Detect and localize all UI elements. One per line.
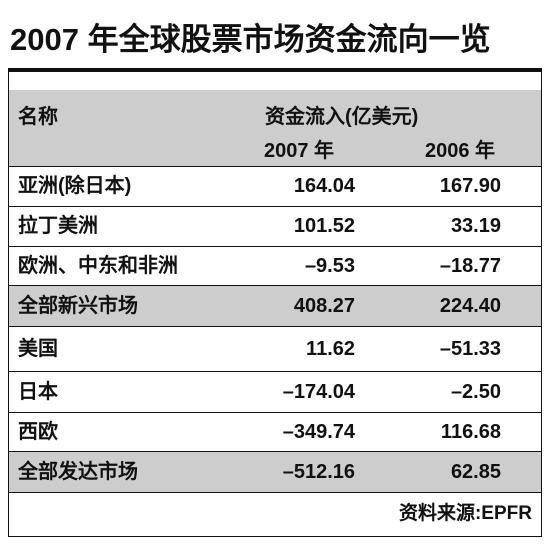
row-value: –2.50 xyxy=(450,381,501,403)
header-group: 资金流入(亿美元) xyxy=(265,106,419,128)
table-row: 全部新兴市场 408.27 224.40 xyxy=(9,286,541,327)
row-name: 日本 xyxy=(18,381,58,403)
row-name: 美国 xyxy=(18,338,58,360)
row-value: 101.52 xyxy=(293,215,355,237)
title-rule xyxy=(8,68,542,72)
header-name: 名称 xyxy=(18,106,58,128)
row-name: 欧洲、中东和非洲 xyxy=(18,255,178,277)
row-name: 全部新兴市场 xyxy=(18,295,138,317)
row-value: –18.77 xyxy=(439,255,501,277)
row-value: 224.40 xyxy=(439,295,501,317)
table-row: 西欧 –349.74 116.68 xyxy=(9,413,541,452)
table-frame xyxy=(8,72,542,537)
row-value: 33.19 xyxy=(450,215,501,237)
title: 2007 年全球股票市场资金流向一览 xyxy=(10,22,491,57)
table-row: 拉丁美洲 101.52 33.19 xyxy=(9,207,541,247)
row-value: 164.04 xyxy=(293,175,355,197)
table-row: 日本 –174.04 –2.50 xyxy=(9,372,541,413)
row-name: 全部发达市场 xyxy=(18,461,138,483)
row-value: –512.16 xyxy=(282,461,355,483)
row-value: 167.90 xyxy=(439,175,501,197)
table-row: 欧洲、中东和非洲 –9.53 –18.77 xyxy=(9,247,541,286)
row-value: 62.85 xyxy=(450,461,501,483)
row-value: –349.74 xyxy=(282,421,355,443)
row-value: –9.53 xyxy=(304,255,355,277)
header-year: 2007 年 xyxy=(264,140,335,162)
row-name: 亚洲(除日本) xyxy=(18,175,132,197)
row-name: 西欧 xyxy=(18,421,58,443)
row-value: –174.04 xyxy=(282,381,355,403)
row-value: –51.33 xyxy=(439,338,501,360)
table-row: 全部发达市场 –512.16 62.85 xyxy=(9,452,541,493)
row-value: 116.68 xyxy=(440,421,501,443)
source: 资料来源:EPFR xyxy=(398,503,532,524)
table-row: 美国 11.62 –51.33 xyxy=(9,327,541,372)
header-year: 2006 年 xyxy=(425,140,496,162)
table-row: 亚洲(除日本) 164.04 167.90 xyxy=(9,166,541,207)
row-name: 拉丁美洲 xyxy=(18,215,98,237)
row-value: 11.62 xyxy=(306,338,355,360)
row-value: 408.27 xyxy=(293,295,355,317)
table-header: 名称 资金流入(亿美元) 2007 年 2006 年 xyxy=(9,90,541,167)
